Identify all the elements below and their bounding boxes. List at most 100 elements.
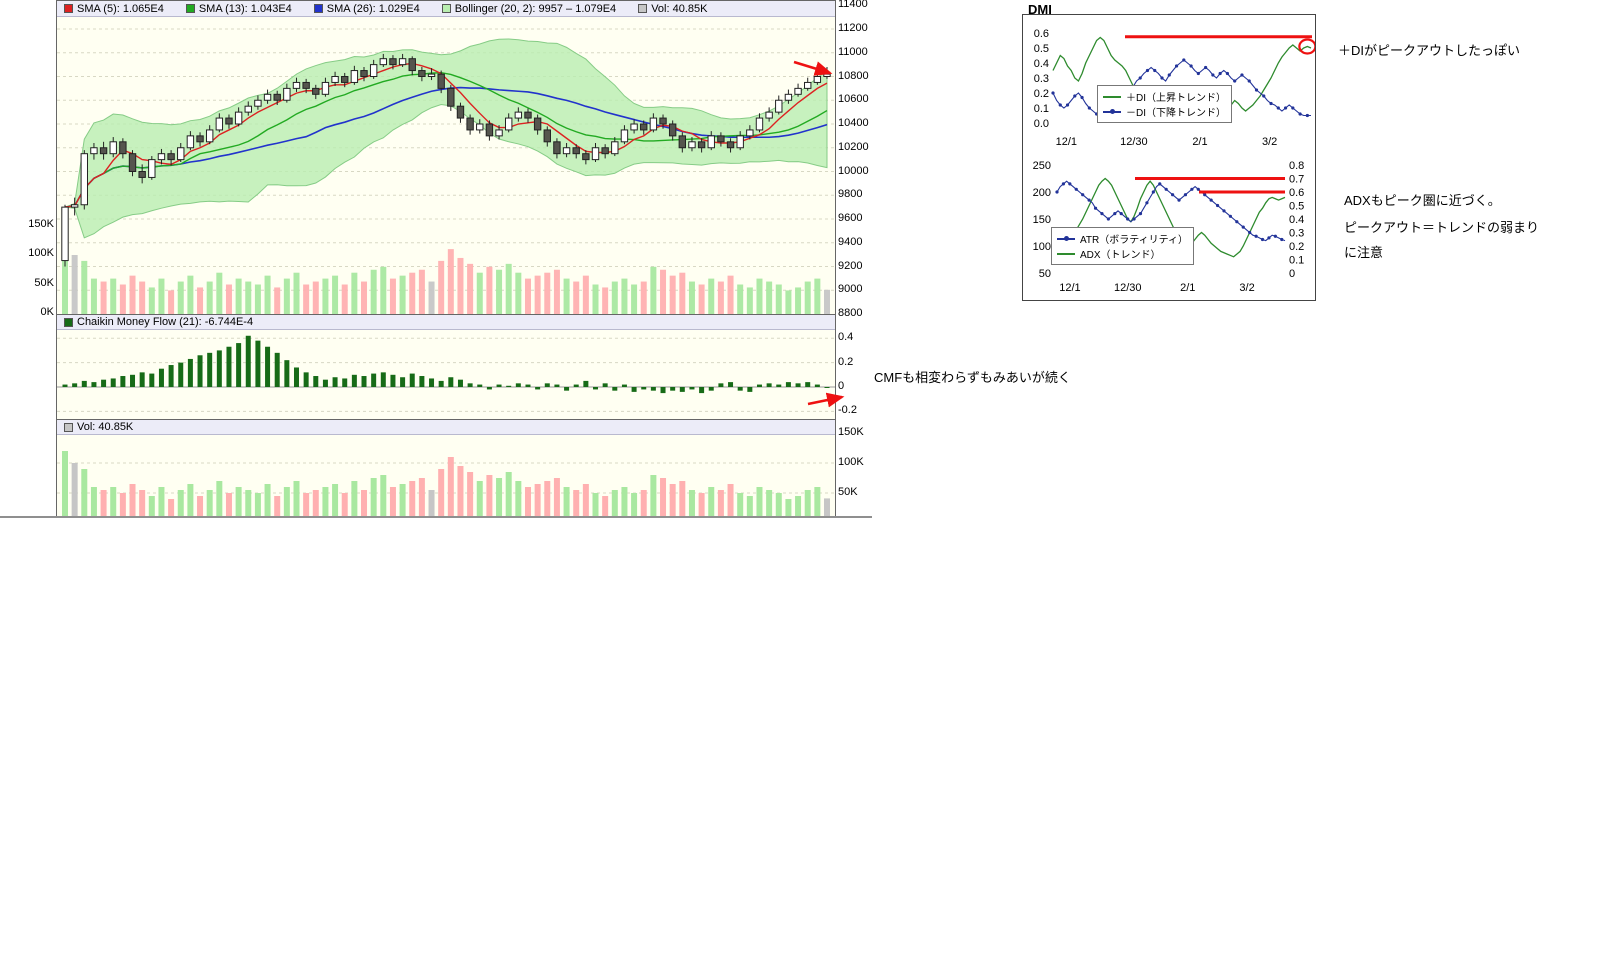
cmf-swatch — [64, 317, 73, 327]
note-adx-3: に注意 — [1344, 245, 1384, 260]
vol-swatch — [638, 4, 648, 13]
volume-swatch — [64, 422, 73, 432]
legend-item-atr: ATR（ボラティリティ） — [1057, 231, 1188, 246]
axis-tick: -0.2 — [838, 404, 857, 417]
dmi-chart-box: 0.6 0.5 0.4 0.3 0.2 0.1 0.0 12/1 12/30 2/1 3/2 250 2… — [1022, 14, 1317, 301]
axis-tick: 11400 — [838, 0, 868, 11]
tick-label: 0.3 — [1289, 228, 1304, 240]
legend-item-plus-di: ＋DI（上昇トレンド） — [1103, 89, 1226, 104]
sma5-swatch — [64, 4, 73, 13]
tick-label: 0.2 — [1289, 241, 1304, 253]
note-adx-1: ADXもピーク圏に近づく。 — [1344, 193, 1501, 208]
volume-bar-plot — [57, 435, 835, 516]
axis-tick: 9000 — [838, 283, 863, 296]
legend-item-minus-di: －DI（下降トレンド） — [1103, 104, 1226, 119]
legend-item-sma26[interactable]: SMA (26): 1.029E4 — [313, 2, 420, 15]
tick-label: 0.8 — [1289, 160, 1304, 172]
tick-label: 3/2 — [1239, 282, 1254, 294]
tick-label: 2/1 — [1192, 136, 1207, 148]
dmi-legend: ＋DI（上昇トレンド） －DI（下降トレンド） — [1097, 85, 1232, 123]
axis-tick: 9800 — [838, 188, 863, 201]
plus-di-line-sample — [1103, 95, 1121, 98]
volume-axis-left: 150K 100K 50K 0K — [12, 0, 54, 525]
minus-di-label: －DI（下降トレンド） — [1126, 108, 1226, 119]
tick-label: 12/1 — [1056, 136, 1077, 148]
axis-tick: 10400 — [838, 117, 869, 129]
tick-label: 0.7 — [1289, 174, 1304, 186]
sma13-swatch — [185, 4, 195, 13]
plus-di-label: ＋DI（上昇トレンド） — [1126, 93, 1226, 104]
axis-tick: 100K — [28, 247, 54, 259]
tick-label: 0 — [1289, 268, 1295, 280]
minus-di-line-sample — [1103, 108, 1121, 114]
tick-label: 100 — [1033, 241, 1051, 253]
axis-tick: 8800 — [838, 307, 863, 319]
tick-label: 200 — [1033, 187, 1051, 199]
legend-item-vol[interactable]: Vol: 40.85K — [638, 3, 707, 15]
bollinger-label: Bollinger (20, 2): 9957 – 1.079E4 — [454, 2, 617, 15]
dmi-title: DMI — [1028, 2, 1052, 17]
tick-label: 0.0 — [1034, 118, 1049, 130]
axis-tick: 11000 — [838, 45, 868, 58]
tick-label: 250 — [1033, 160, 1051, 172]
tick-label: 150 — [1033, 214, 1051, 226]
adx-line-sample — [1057, 252, 1075, 255]
atr-label: ATR（ボラティリティ） — [1080, 235, 1189, 246]
tick-label: 0.1 — [1289, 255, 1304, 267]
sma26-label: SMA (26): 1.029E4 — [326, 2, 420, 15]
axis-tick: 9600 — [838, 212, 863, 224]
legend-item-sma13[interactable]: SMA (13): 1.043E4 — [185, 2, 292, 15]
legend-item-volume[interactable]: Vol: 40.85K — [64, 421, 133, 433]
axis-tick: 9200 — [838, 259, 863, 272]
price-axis-right: 11400 11200 11000 10800 10600 10400 10200 10000… — [838, 0, 882, 525]
tick-label: 3/2 — [1262, 136, 1277, 148]
axis-tick: 50K — [34, 276, 54, 289]
note-dmi-peakout: ＋DIがピークアウトしたっぽい — [1338, 43, 1521, 58]
axis-tick: 0.2 — [838, 355, 854, 368]
note-adx-2: ピークアウト＝トレンドの弱まり — [1344, 220, 1540, 235]
atr-line-sample — [1057, 235, 1075, 241]
tick-label: 0.5 — [1289, 201, 1304, 213]
tick-label: 2/1 — [1180, 282, 1195, 294]
note-cmf: CMFも相変わらずもみあいが続く — [874, 370, 1071, 385]
axis-tick: 150K — [838, 426, 864, 438]
tick-label: 0.1 — [1034, 103, 1049, 115]
axis-tick: 10000 — [838, 164, 869, 177]
vol-label: Vol: 40.85K — [651, 2, 708, 15]
axis-tick: 9400 — [838, 235, 863, 248]
tick-label: 0.6 — [1289, 187, 1304, 199]
main-chart-column: SMA (5): 1.065E4 SMA (13): 1.043E4 SMA (… — [56, 0, 836, 517]
cmf-label: Chaikin Money Flow (21): -6.744E-4 — [77, 316, 254, 328]
legend-item-bollinger[interactable]: Bollinger (20, 2): 9957 – 1.079E4 — [441, 2, 617, 15]
tick-label: 0.4 — [1034, 58, 1049, 70]
sma13-label: SMA (13): 1.043E4 — [198, 2, 292, 15]
tick-label: 50 — [1039, 268, 1051, 280]
legend-item-adx: ADX（トレンド） — [1057, 246, 1188, 261]
bottom-divider — [0, 516, 872, 518]
tick-label: 0.2 — [1034, 88, 1049, 100]
tick-label: 12/30 — [1120, 136, 1148, 148]
tick-label: 12/1 — [1059, 282, 1080, 294]
atr-adx-legend: ATR（ボラティリティ） ADX（トレンド） — [1051, 227, 1195, 265]
legend-item-cmf[interactable]: Chaikin Money Flow (21): -6.744E-4 — [64, 316, 253, 328]
tick-label: 0.5 — [1034, 43, 1049, 55]
sma5-label: SMA (5): 1.065E4 — [77, 2, 164, 15]
price-legend-bar: SMA (5): 1.065E4 SMA (13): 1.043E4 SMA (… — [57, 1, 835, 17]
axis-tick: 100K — [838, 456, 864, 468]
axis-tick: 0K — [40, 306, 54, 318]
axis-tick: 10800 — [838, 69, 869, 82]
volume-legend-bar: Vol: 40.85K — [57, 419, 835, 435]
axis-tick: 150K — [28, 217, 54, 230]
sma26-swatch — [313, 4, 323, 13]
volume-label: Vol: 40.85K — [77, 421, 134, 433]
adx-label: ADX（トレンド） — [1080, 250, 1161, 261]
tick-label: 0.6 — [1034, 28, 1049, 40]
cmf-bar-plot — [57, 330, 835, 419]
tick-label: 12/30 — [1114, 282, 1142, 294]
price-candlestick-plot — [57, 17, 835, 314]
axis-tick: 10200 — [838, 140, 869, 153]
legend-item-sma5[interactable]: SMA (5): 1.065E4 — [64, 3, 164, 15]
axis-tick: 11200 — [838, 22, 868, 34]
cmf-legend-bar: Chaikin Money Flow (21): -6.744E-4 — [57, 314, 835, 330]
